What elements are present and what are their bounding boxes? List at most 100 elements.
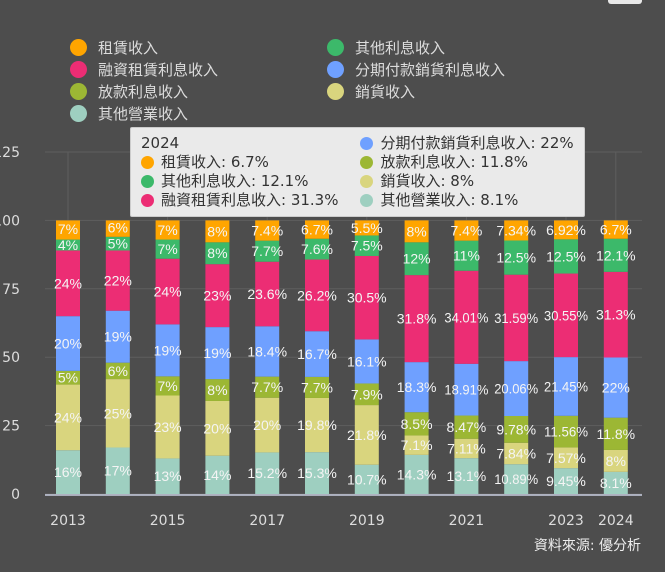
bar-segment	[504, 442, 529, 465]
y-tick-label: 75	[2, 282, 20, 298]
series-dot-icon	[360, 137, 374, 150]
legend-label: 融資租賃利息收入	[98, 60, 219, 79]
bar-segment	[454, 415, 479, 439]
data-label: 31.8%	[397, 311, 437, 327]
data-label: 11%	[453, 248, 480, 264]
data-label: 11.56%	[544, 424, 588, 440]
data-label: 34.01%	[444, 309, 488, 325]
bar-segment	[603, 271, 628, 358]
data-label: 21.8%	[347, 427, 387, 443]
legend-label: 其他利息收入	[355, 38, 446, 57]
data-label: 18.4%	[247, 343, 287, 359]
bar-segment	[404, 435, 429, 455]
bar-segment	[404, 220, 429, 243]
data-label: 6.7%	[301, 222, 333, 238]
bar-segment	[504, 274, 529, 362]
data-label: 30.5%	[347, 290, 387, 306]
data-label: 7%	[157, 378, 177, 394]
bar-segment	[404, 242, 429, 276]
bar-segment	[205, 327, 230, 380]
bar-segment	[255, 220, 280, 241]
tooltip-row: 放款利息收入: 11.8%	[360, 153, 573, 172]
bar-segment	[56, 220, 80, 240]
data-label: 7.1%	[401, 437, 433, 453]
bar-segment	[354, 220, 379, 236]
bar-segment	[305, 259, 329, 332]
data-label: 24%	[54, 275, 82, 291]
data-label: 13.1%	[447, 468, 487, 484]
bar-segment	[554, 357, 578, 416]
data-label: 31.59%	[494, 310, 538, 326]
tooltip: 2024 租賃收入: 6.7% 其他利息收入: 12.1% 融資租賃利息收入: …	[130, 127, 585, 217]
data-label: 6.92%	[546, 222, 586, 238]
data-label: 22%	[104, 273, 132, 289]
bar-segment	[155, 258, 180, 325]
tooltip-row: 租賃收入: 6.7%	[141, 153, 338, 172]
x-tick-label: 2019	[349, 513, 385, 529]
data-label: 14.3%	[397, 466, 437, 482]
bar-segment	[305, 238, 329, 260]
data-label: 10.89%	[494, 471, 538, 487]
bar-segment	[155, 376, 180, 396]
bar-segment	[404, 454, 429, 494]
tooltip-row: 融資租賃利息收入: 31.3%	[141, 191, 338, 210]
data-label: 6.7%	[600, 222, 632, 238]
legend-label: 租賃收入	[98, 38, 159, 57]
tooltip-title: 2024	[141, 134, 180, 152]
legend-dot-icon	[327, 38, 344, 56]
bar-segment	[305, 331, 329, 377]
data-label: 20%	[203, 420, 231, 436]
legend-dot-icon	[70, 104, 87, 122]
data-label: 30.55%	[544, 307, 588, 323]
bar-segment	[305, 397, 329, 453]
data-label: 16.7%	[297, 346, 337, 362]
legend-item[interactable]: 分期付款銷貨利息收入	[327, 58, 505, 80]
bar-segment	[603, 449, 628, 472]
data-label: 21.45%	[544, 378, 588, 394]
legend-item[interactable]: 其他營業收入	[70, 102, 218, 124]
data-label: 23%	[203, 288, 231, 304]
y-tick-label: 0	[11, 487, 20, 503]
series-dot-icon	[360, 175, 374, 188]
data-label: 22%	[602, 380, 630, 396]
tooltip-row: 銷貨收入: 8%	[360, 172, 573, 191]
tooltip-row-text: 租賃收入: 6.7%	[161, 153, 269, 171]
legend-item[interactable]: 租賃收入	[70, 36, 218, 58]
bar-segment	[56, 239, 80, 251]
legend-item[interactable]: 融資租賃利息收入	[70, 58, 218, 80]
data-label: 24%	[54, 409, 82, 425]
bar-segment	[603, 471, 628, 494]
legend-item[interactable]: 放款利息收入	[70, 80, 218, 102]
tooltip-row-text: 分期付款銷貨利息收入: 22%	[380, 134, 574, 152]
bar-segment	[554, 273, 578, 358]
bar-segment	[404, 412, 429, 436]
bar-segment	[56, 384, 80, 451]
bar-segment	[354, 405, 379, 465]
bar-segment	[554, 220, 578, 240]
data-label: 8%	[207, 245, 227, 261]
bar-segment	[404, 362, 429, 413]
bar-segment	[105, 236, 130, 251]
data-label: 5.5%	[351, 220, 383, 236]
tooltip-row-text: 融資租賃利息收入: 31.3%	[161, 191, 339, 209]
data-label: 8%	[207, 382, 227, 398]
bar-segment	[155, 324, 180, 377]
chart-menu-button[interactable]	[608, 0, 642, 4]
y-tick-label: 100	[0, 213, 20, 229]
data-label: 7%	[58, 221, 78, 237]
y-tick-label: 25	[2, 419, 20, 435]
legend-right: 其他利息收入 分期付款銷貨利息收入 銷貨收入	[327, 36, 505, 102]
bar-segment	[454, 240, 479, 271]
x-tick-label: 2013	[50, 513, 86, 529]
data-label: 6%	[108, 363, 128, 379]
series-dot-icon	[360, 194, 374, 207]
legend-item[interactable]: 其他利息收入	[327, 36, 505, 58]
bar-segment	[105, 310, 130, 363]
tooltip-row-text: 其他營業收入: 8.1%	[380, 191, 519, 209]
data-label: 11.8%	[596, 426, 635, 442]
x-tick-label: 2024	[598, 513, 634, 529]
bar-segment	[454, 458, 479, 494]
bar-segment	[255, 261, 280, 327]
legend-item[interactable]: 銷貨收入	[327, 80, 505, 102]
bar-segment	[205, 220, 230, 243]
